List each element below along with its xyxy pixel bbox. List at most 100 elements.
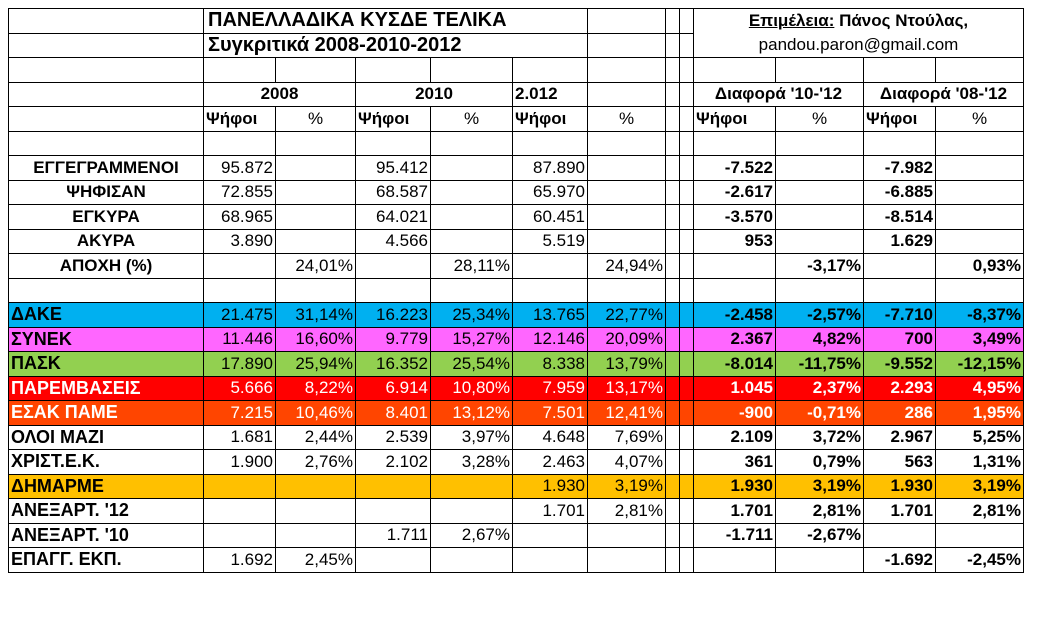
party-row: ΧΡΙΣΤ.Ε.Κ. 1.900 2,76% 2.102 3,28% 2.463 4,07%… (8, 449, 1024, 475)
column-header: Ψήφοι (863, 106, 936, 132)
value-cell: 25,54% (430, 351, 513, 377)
value-cell: -2,45% (935, 547, 1024, 573)
row-label: ΔΗΜΑΡΜΕ (8, 473, 204, 499)
gap-cell (665, 179, 680, 205)
row-label: ΠΑΡΕΜΒΑΣΕΙΣ (8, 375, 204, 401)
credit: Επιμέλεια: Πάνος Ντούλας, (693, 8, 1024, 33)
value-cell (935, 204, 1024, 230)
empty-cell (863, 57, 936, 83)
value-cell: 1.900 (203, 449, 276, 475)
value-cell: 4,07% (587, 449, 666, 475)
empty-cell (863, 130, 936, 156)
value-cell: 2,76% (275, 449, 356, 475)
row-label: ΕΠΑΓΓ. ΕΚΠ. (8, 547, 204, 573)
value-cell (430, 547, 513, 573)
credit-label: Επιμέλεια: (748, 11, 835, 30)
value-cell: 2,81% (935, 498, 1024, 524)
empty-cell (587, 57, 666, 83)
gap-cell (665, 326, 680, 352)
empty-cell (203, 57, 276, 83)
empty-cell (587, 277, 666, 303)
party-row: ΔΗΜΑΡΜΕ 1.930 3,19% 1.930 3,19% 1.930 3,19% (8, 473, 1024, 499)
value-cell (775, 204, 864, 230)
value-cell: 1,31% (935, 449, 1024, 475)
value-cell (587, 179, 666, 205)
value-cell: -8.014 (693, 351, 776, 377)
empty-cell (693, 130, 776, 156)
value-cell: 3,19% (935, 473, 1024, 499)
row-label: ΣΥΝΕΚ (8, 326, 204, 352)
value-cell (430, 473, 513, 499)
summary-row: ΕΓΓΕΓΡΑΜΜΕΝΟΙ 95.872 95.412 87.890 -7.522 -7.… (8, 155, 1024, 181)
row-label: ΕΓΚΥΡΑ (8, 204, 204, 230)
gap-cell (679, 547, 694, 573)
party-row: ΕΠΑΓΓ. ΕΚΠ. 1.692 2,45% -1.692 -2,45% (8, 547, 1024, 573)
empty-cell (679, 81, 694, 107)
row-label: ΑΝΕΞΑΡΤ. '10 (8, 522, 204, 548)
title-row: ΠΑΝΕΛΛΑΔΙΚΑ ΚΥΣΔΕ ΤΕΛΙΚΑ Επιμέλεια: Πάνο… (8, 8, 1024, 34)
value-cell: 24,94% (587, 253, 666, 279)
value-cell (587, 228, 666, 254)
value-cell: 16,60% (275, 326, 356, 352)
value-cell: 3,72% (775, 424, 864, 450)
value-cell (203, 473, 276, 499)
empty-cell (512, 130, 588, 156)
value-cell: 16.352 (355, 351, 431, 377)
value-cell: 1.692 (203, 547, 276, 573)
value-cell (775, 155, 864, 181)
row-label: ΕΓΓΕΓΡΑΜΜΕΝΟΙ (8, 155, 204, 181)
value-cell (275, 473, 356, 499)
value-cell: 21.475 (203, 302, 276, 328)
value-cell (512, 547, 588, 573)
value-cell: 5.519 (512, 228, 588, 254)
empty-cell (935, 57, 1024, 83)
empty-cell (679, 130, 694, 156)
value-cell: 13,17% (587, 375, 666, 401)
party-row: ΠΑΡΕΜΒΑΣΕΙΣ 5.666 8,22% 6.914 10,80% 7.959 13,… (8, 375, 1024, 401)
value-cell: -1.692 (863, 547, 936, 573)
summary-row: ΕΓΚΥΡΑ 68.965 64.021 60.451 -3.570 -8.514 (8, 204, 1024, 230)
row-label: ΟΛΟΙ ΜΑΖΙ (8, 424, 204, 450)
summary-row: ΑΚΥΡΑ 3.890 4.566 5.519 953 1.629 (8, 228, 1024, 254)
empty-cell (203, 130, 276, 156)
empty-cell (8, 106, 204, 132)
gap-cell (679, 326, 694, 352)
subtitle-row: Συγκριτικά 2008-2010-2012 pandou.paron@g… (8, 32, 1024, 58)
empty-cell (275, 130, 356, 156)
column-header: % (935, 106, 1024, 132)
value-cell: 1.930 (863, 473, 936, 499)
row-label: ΧΡΙΣΤ.Ε.Κ. (8, 449, 204, 475)
empty-cell (430, 277, 513, 303)
value-cell: -11,75% (775, 351, 864, 377)
value-cell: 25,94% (275, 351, 356, 377)
value-cell (355, 253, 431, 279)
value-cell (693, 547, 776, 573)
summary-row: ΑΠΟΧΗ (%) 24,01% 28,11% 24,94% -3,17% 0,93% (8, 253, 1024, 279)
value-cell (430, 498, 513, 524)
value-cell: 3,19% (587, 473, 666, 499)
value-cell: -9.552 (863, 351, 936, 377)
empty-cell (587, 81, 666, 107)
column-header: Ψήφοι (203, 106, 276, 132)
value-cell (275, 228, 356, 254)
value-cell (275, 179, 356, 205)
value-cell: 64.021 (355, 204, 431, 230)
spreadsheet: ΠΑΝΕΛΛΑΔΙΚΑ ΚΥΣΔΕ ΤΕΛΙΚΑ Επιμέλεια: Πάνο… (8, 8, 1024, 573)
empty-cell (665, 57, 680, 83)
value-cell: -3,17% (775, 253, 864, 279)
page-title: ΠΑΝΕΛΛΑΔΙΚΑ ΚΥΣΔΕ ΤΕΛΙΚΑ (203, 8, 588, 34)
value-cell: 5.666 (203, 375, 276, 401)
gap-cell (679, 351, 694, 377)
empty-cell (355, 57, 431, 83)
gap-cell (665, 204, 680, 230)
value-cell (863, 522, 936, 548)
empty-cell (587, 130, 666, 156)
gap-cell (665, 351, 680, 377)
column-header: Ψήφοι (355, 106, 431, 132)
value-cell: 20,09% (587, 326, 666, 352)
party-row: ΔΑΚΕ 21.475 31,14% 16.223 25,34% 13.765 22,77%… (8, 302, 1024, 328)
empty-cell (935, 130, 1024, 156)
credit-email: pandou.paron@gmail.com (693, 33, 1024, 58)
value-cell: 3,97% (430, 424, 513, 450)
value-cell: 87.890 (512, 155, 588, 181)
